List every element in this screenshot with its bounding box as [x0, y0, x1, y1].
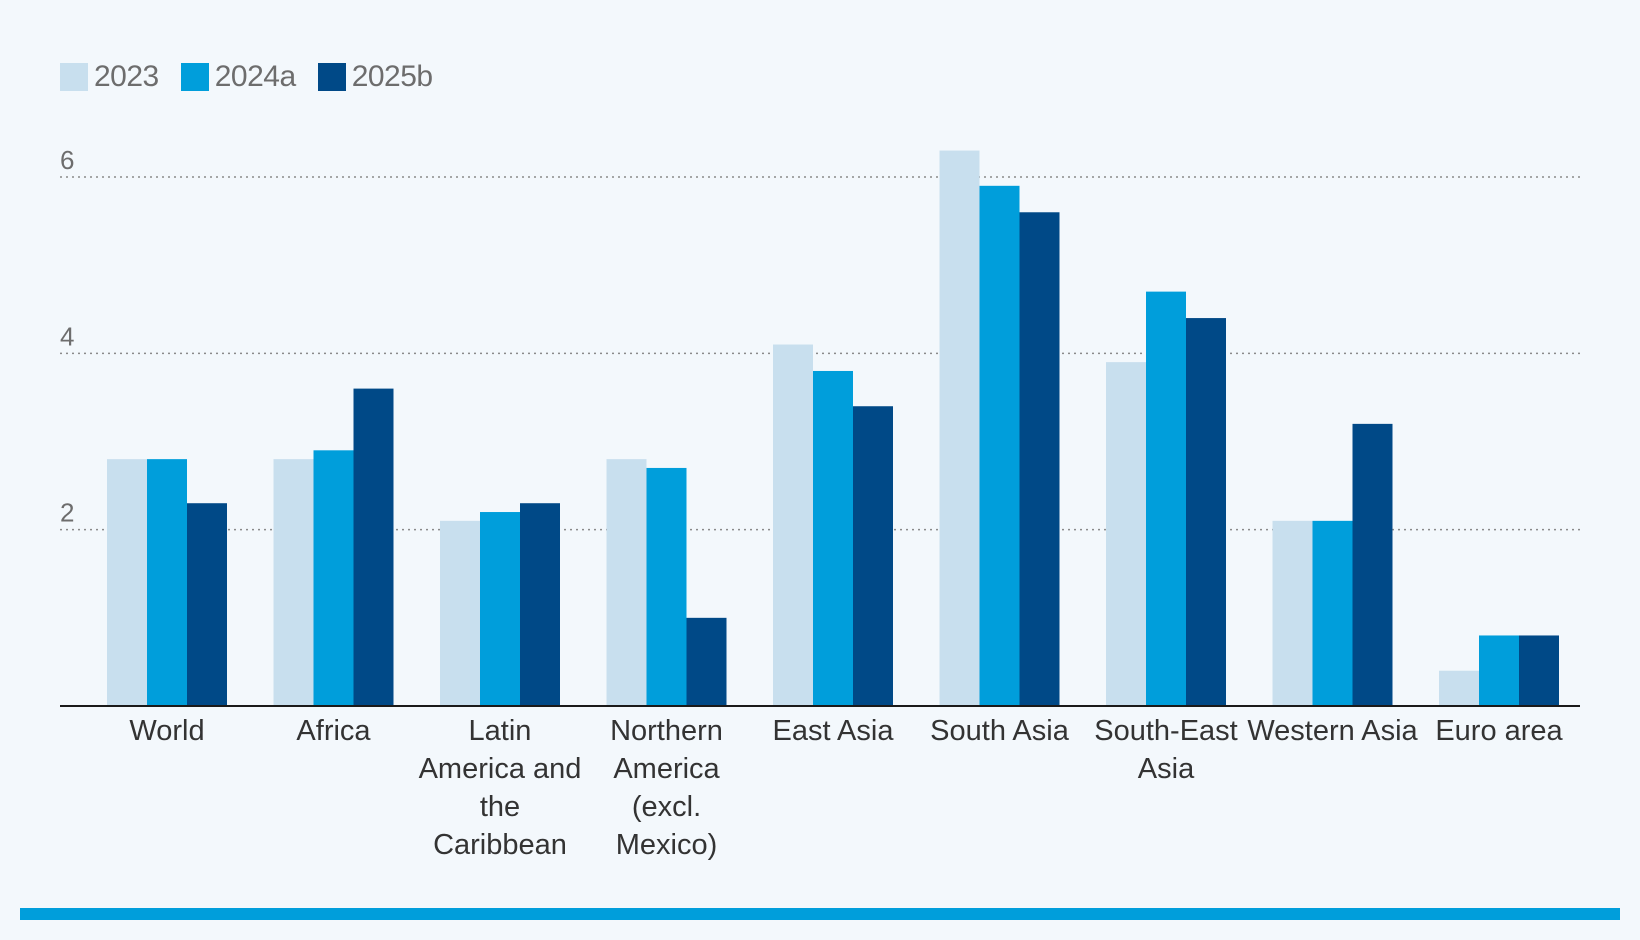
x-tick-label-line: Latin [469, 715, 532, 747]
legend-label-2024a: 2024a [214, 60, 296, 93]
legend-swatch-2024a [180, 63, 209, 91]
bar-2023-0 [107, 459, 147, 706]
bar-2023-8 [1439, 670, 1479, 706]
legend-label-2025b: 2025b [351, 60, 433, 93]
bar-2025b-7 [1352, 423, 1393, 706]
x-tick-label-line: World [129, 715, 204, 747]
x-tick-label-6: South-East Asia [1094, 715, 1237, 785]
legend: 2023 2024a 2025b [60, 60, 433, 94]
x-tick-label-7: Western Asia [1247, 715, 1418, 747]
bar-2025b-1 [353, 388, 394, 706]
x-tick-label-0: World [129, 715, 204, 747]
legend-item-2023: 2023 [60, 60, 159, 94]
y-tick-label-6: 6 [60, 145, 74, 175]
bar-2023-2 [440, 520, 480, 706]
y-tick-label-2: 2 [60, 498, 74, 528]
legend-item-2024a: 2024a [180, 60, 296, 94]
bar-2024a-2 [480, 512, 520, 706]
x-tick-label-line: Caribbean [433, 829, 567, 861]
bar-2024a-5 [979, 185, 1020, 707]
x-tick-label-line: East Asia [773, 715, 895, 747]
x-tick-label-line: South-East [1094, 715, 1237, 747]
bar-2024a-1 [313, 450, 354, 706]
x-tick-label-line: Mexico) [616, 829, 718, 861]
x-tick-label-2: Latin America and the Caribbean [419, 715, 582, 861]
legend-item-2025b: 2025b [317, 60, 433, 94]
bottom-accent-bar [20, 908, 1620, 920]
x-tick-label-line: Euro area [1435, 715, 1563, 747]
bar-2023-3 [606, 459, 647, 706]
bar-2024a-6 [1146, 291, 1186, 706]
bar-2023-7 [1272, 520, 1313, 706]
bar-2025b-6 [1186, 318, 1226, 706]
bar-2023-1 [273, 459, 314, 706]
bar-2025b-0 [187, 503, 227, 706]
x-tick-label-3: Northern America (excl. Mexico) [610, 715, 723, 861]
bar-2025b-3 [686, 617, 727, 706]
bar-2024a-4 [813, 370, 853, 706]
x-tick-label-1: Africa [296, 715, 371, 747]
bar-2023-4 [773, 344, 813, 706]
x-tick-label-line: Asia [1138, 753, 1195, 785]
x-tick-label-line: America [613, 753, 720, 785]
bar-2024a-0 [147, 459, 187, 706]
x-tick-label-line: Northern [610, 715, 723, 747]
x-tick-label-8: Euro area [1435, 715, 1563, 747]
x-tick-label-line: America and [419, 753, 582, 785]
bar-2023-6 [1106, 362, 1146, 706]
x-tick-label-5: South Asia [930, 715, 1070, 747]
bar-2023-5 [939, 150, 980, 707]
legend-swatch-2023 [60, 63, 88, 91]
x-tick-label-line: the [480, 791, 520, 823]
bar-2025b-5 [1019, 212, 1060, 706]
x-tick-label-line: Western Asia [1247, 715, 1418, 747]
bar-2024a-3 [646, 467, 687, 706]
legend-swatch-2025b [317, 63, 346, 91]
bar-2024a-8 [1479, 635, 1519, 706]
bar-2024a-7 [1312, 520, 1353, 706]
x-tick-label-line: Africa [296, 715, 371, 747]
bar-2025b-8 [1519, 635, 1559, 706]
y-tick-label-4: 4 [60, 321, 74, 351]
legend-label-2023: 2023 [94, 60, 159, 93]
bar-2025b-4 [853, 406, 893, 706]
x-tick-label-4: East Asia [773, 715, 895, 747]
bar-2025b-2 [520, 503, 560, 706]
x-tick-label-line: South Asia [930, 715, 1070, 747]
x-tick-label-line: (excl. [632, 791, 701, 823]
